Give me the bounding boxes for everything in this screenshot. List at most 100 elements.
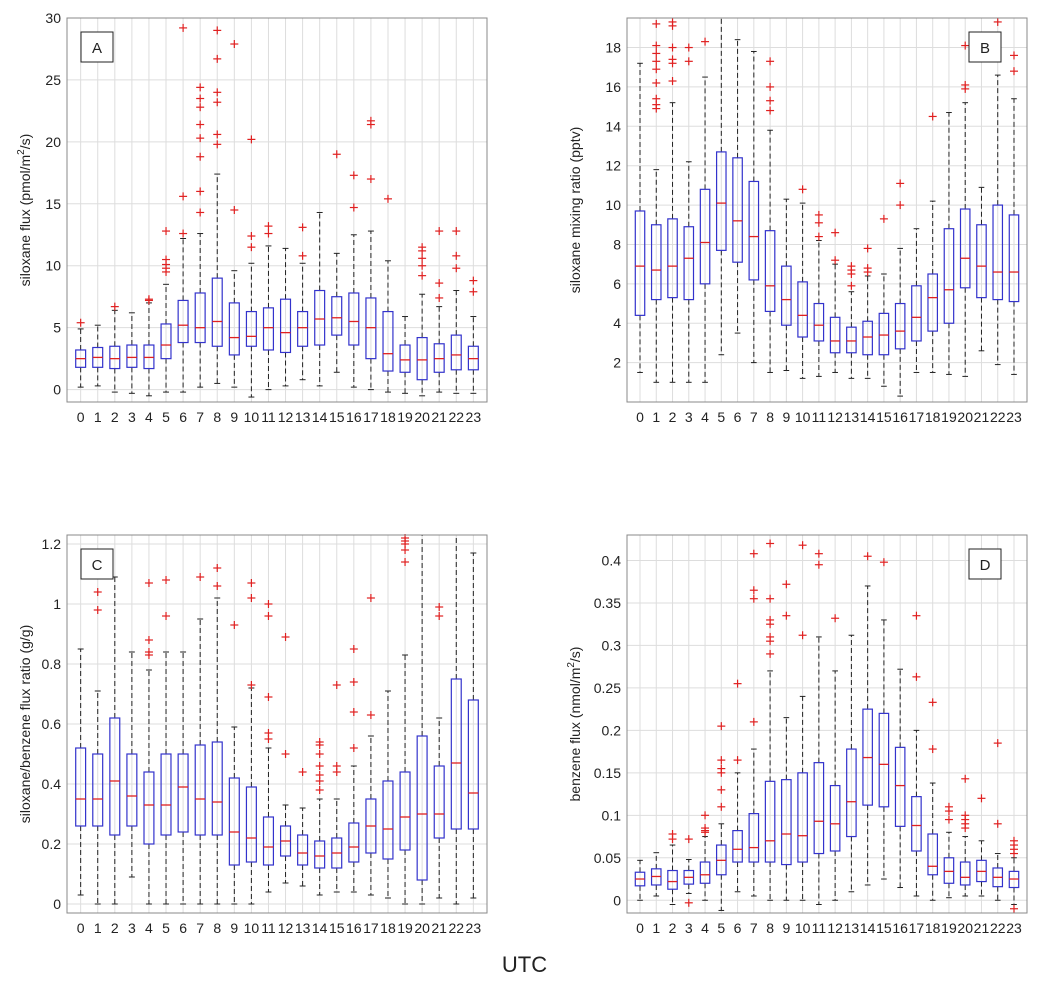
box-13 bbox=[846, 262, 857, 379]
iqr-box bbox=[416, 735, 428, 881]
outlier-marker bbox=[213, 26, 222, 35]
box-13 bbox=[846, 634, 857, 893]
x-tick-label: 1 bbox=[94, 409, 102, 425]
x-tick-label: 16 bbox=[346, 409, 362, 425]
outlier-marker bbox=[766, 57, 775, 66]
outlier-marker bbox=[652, 65, 661, 74]
iqr-box bbox=[862, 320, 873, 356]
outlier-marker bbox=[315, 750, 324, 758]
outlier-marker bbox=[684, 835, 693, 844]
outlier-marker bbox=[896, 179, 905, 188]
outlier-marker bbox=[961, 80, 970, 89]
panel-label-box bbox=[80, 548, 114, 580]
iqr-box bbox=[748, 813, 760, 863]
outlier-marker bbox=[349, 645, 358, 653]
plot-area bbox=[627, 18, 1027, 402]
x-tick-label: 14 bbox=[860, 409, 876, 425]
outlier-marker bbox=[814, 560, 823, 569]
outlier-marker bbox=[349, 203, 358, 212]
iqr-box bbox=[781, 265, 792, 326]
x-tick-label: 18 bbox=[925, 409, 941, 425]
iqr-box bbox=[959, 208, 971, 289]
box-19 bbox=[943, 112, 955, 375]
box-22 bbox=[450, 227, 462, 394]
x-tick-label: 11 bbox=[812, 920, 827, 936]
outlier-marker bbox=[213, 140, 222, 149]
box-14 bbox=[314, 211, 326, 387]
iqr-box bbox=[764, 780, 776, 863]
outlier-marker bbox=[179, 23, 188, 32]
box-8 bbox=[211, 26, 223, 384]
y-tick-label: 10 bbox=[45, 258, 61, 274]
y-tick-label: 6 bbox=[613, 276, 621, 292]
x-tick-label: 22 bbox=[990, 409, 1006, 425]
x-tick-label: 9 bbox=[230, 920, 238, 936]
panel-label-text: C bbox=[92, 557, 103, 574]
x-tick-label: 7 bbox=[196, 409, 204, 425]
outlier-marker bbox=[766, 649, 775, 658]
box-16 bbox=[894, 668, 906, 889]
outlier-marker bbox=[831, 256, 840, 265]
iqr-box bbox=[126, 344, 138, 368]
outlier-marker bbox=[1009, 904, 1018, 913]
outlier-marker bbox=[863, 244, 872, 253]
iqr-box bbox=[109, 717, 121, 836]
outlier-marker bbox=[993, 819, 1002, 828]
iqr-box bbox=[177, 753, 189, 833]
outlier-marker bbox=[315, 762, 324, 770]
outlier-marker bbox=[110, 302, 119, 311]
box-3 bbox=[683, 43, 695, 383]
outlier-marker bbox=[230, 40, 239, 49]
outlier-marker bbox=[435, 612, 444, 620]
outlier-marker bbox=[366, 175, 375, 184]
y-tick-label: 18 bbox=[605, 40, 621, 56]
outlier-marker bbox=[196, 134, 205, 143]
iqr-box bbox=[650, 224, 662, 301]
y-tick-label: 0 bbox=[53, 896, 61, 912]
outlier-marker bbox=[179, 229, 188, 238]
outlier-marker bbox=[912, 672, 921, 681]
box-5 bbox=[160, 576, 172, 905]
x-tick-label: 0 bbox=[77, 920, 85, 936]
outlier-marker bbox=[668, 77, 677, 86]
outlier-marker bbox=[717, 785, 726, 794]
outlier-marker bbox=[863, 264, 872, 273]
axes-frame bbox=[66, 17, 488, 403]
box-17 bbox=[911, 228, 922, 373]
outlier-marker bbox=[162, 255, 171, 264]
x-tick-label: 14 bbox=[860, 920, 876, 936]
box-2 bbox=[667, 830, 678, 906]
x-tick-label: 20 bbox=[414, 409, 430, 425]
iqr-box bbox=[245, 786, 257, 863]
x-tick-label: 5 bbox=[717, 409, 725, 425]
outlier-marker bbox=[196, 103, 205, 112]
box-14 bbox=[862, 244, 873, 379]
outlier-marker bbox=[717, 764, 726, 773]
iqr-box bbox=[732, 830, 743, 863]
outlier-marker bbox=[281, 750, 290, 758]
outlier-marker bbox=[213, 564, 222, 572]
x-tick-label: 1 bbox=[652, 920, 660, 936]
outlier-marker bbox=[332, 681, 341, 689]
y-tick-label: 0 bbox=[613, 892, 621, 908]
box-23 bbox=[1008, 51, 1020, 375]
box-9 bbox=[228, 40, 240, 388]
outlier-marker bbox=[366, 116, 375, 125]
y-tick-label: 0.25 bbox=[594, 680, 621, 696]
outlier-marker bbox=[749, 549, 758, 558]
panel-d: 00.050.10.150.20.250.30.350.40 1 2 3 4 5 6 7 8 9 1… bbox=[566, 534, 1028, 936]
iqr-box bbox=[797, 281, 808, 338]
box-0 bbox=[634, 62, 646, 373]
x-tick-label: 14 bbox=[312, 409, 328, 425]
outlier-marker bbox=[332, 150, 341, 159]
iqr-box bbox=[297, 310, 309, 347]
box-6 bbox=[177, 23, 189, 393]
x-tick-label: 12 bbox=[278, 920, 294, 936]
y-tick-label: 1.2 bbox=[42, 536, 62, 552]
x-tick-label: 22 bbox=[448, 920, 464, 936]
box-17 bbox=[365, 594, 377, 896]
outlier-marker bbox=[782, 611, 791, 620]
outlier-marker bbox=[366, 594, 375, 602]
box-10 bbox=[797, 541, 808, 901]
